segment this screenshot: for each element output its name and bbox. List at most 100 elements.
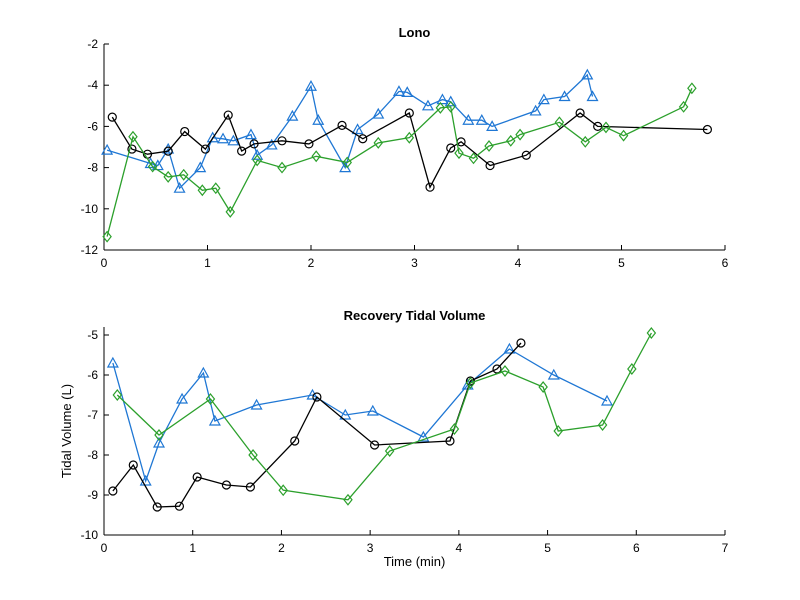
- series-0-point: [417, 430, 430, 442]
- series-2-point: [515, 128, 525, 141]
- series-1-point: [485, 160, 495, 171]
- series-1-point: [593, 121, 603, 132]
- series-0-point: [312, 113, 325, 125]
- series-2-point: [154, 429, 164, 441]
- series-0-point: [244, 128, 257, 140]
- y-tick-label: -6: [87, 368, 98, 382]
- series-0-point: [436, 93, 449, 105]
- series-0-point: [421, 99, 434, 111]
- series-0-point: [304, 79, 318, 91]
- series-2-point: [538, 381, 548, 393]
- series-1-point: [312, 392, 322, 402]
- y-tick-label: -12: [81, 243, 99, 257]
- x-tick-label: 1: [204, 256, 211, 270]
- series-2-point: [618, 129, 629, 142]
- series-2-point: [197, 184, 208, 197]
- x-tick-label: 6: [633, 541, 640, 555]
- series-0-point: [600, 394, 614, 406]
- x-tick-label: 5: [618, 256, 625, 270]
- series-0-point: [462, 113, 475, 125]
- series-2-point: [449, 423, 460, 435]
- series-2-line: [116, 332, 652, 501]
- x-tick-label: 2: [308, 256, 315, 270]
- series-2-point: [112, 389, 123, 401]
- series-1-point: [575, 108, 585, 118]
- x-tick-label: 7: [722, 541, 729, 555]
- series-0-point: [366, 404, 379, 416]
- series-1-point: [446, 143, 456, 153]
- series-1-point: [180, 126, 190, 137]
- series-1-point: [425, 182, 435, 192]
- x-tick-label: 0: [101, 256, 108, 270]
- series-0-point: [265, 138, 278, 150]
- series-0-point: [251, 149, 264, 160]
- series-1-point: [404, 108, 414, 118]
- x-tick-label: 2: [278, 541, 285, 555]
- series-2-point: [205, 393, 216, 405]
- series-0-line: [112, 348, 608, 484]
- series-2-point: [373, 136, 384, 149]
- series-1-point: [223, 110, 233, 120]
- series-0-point: [547, 368, 560, 380]
- series-1-point: [521, 150, 531, 160]
- series-2-point: [102, 230, 112, 243]
- series-1-point: [245, 482, 255, 492]
- y-tick-label: -8: [87, 161, 98, 175]
- series-0-point: [106, 356, 119, 368]
- x-tick-label: 0: [101, 541, 108, 555]
- series-2-point: [601, 121, 611, 134]
- y-tick-label: -6: [87, 119, 98, 133]
- series-1-point: [277, 136, 287, 146]
- chart-title: Lono: [399, 25, 431, 40]
- series-2-point: [465, 377, 476, 389]
- series-0-point: [250, 398, 263, 410]
- series-0-point: [558, 90, 571, 102]
- series-0-point: [306, 388, 319, 400]
- series-2-point: [211, 182, 221, 195]
- series-2-point: [627, 363, 637, 375]
- series-0-point: [286, 109, 299, 121]
- series-0-point: [227, 134, 240, 146]
- series-0-point: [208, 414, 221, 426]
- y-tick-label: -5: [87, 328, 98, 342]
- series-2-point: [163, 170, 173, 183]
- series-2-point: [468, 152, 479, 165]
- series-1-point: [492, 364, 502, 374]
- x-tick-label: 3: [367, 541, 374, 555]
- series-2-point: [178, 168, 189, 181]
- series-0-point: [475, 113, 488, 125]
- series-0-point: [581, 68, 594, 80]
- x-axis-label: Time (min): [384, 554, 446, 569]
- series-1-point: [304, 139, 314, 149]
- x-tick-label: 6: [722, 256, 729, 270]
- series-2-point: [454, 147, 464, 160]
- series-1-point: [108, 486, 118, 496]
- x-tick-label: 4: [456, 541, 463, 555]
- series-2-point: [278, 484, 288, 497]
- x-tick-label: 5: [544, 541, 551, 555]
- series-0-point: [392, 85, 405, 96]
- series-2-point: [500, 365, 510, 377]
- series-0-point: [372, 107, 385, 119]
- series-2-point: [225, 205, 236, 218]
- series-0-point: [503, 342, 516, 354]
- series-0-line: [106, 73, 594, 190]
- x-tick-label: 3: [411, 256, 418, 270]
- series-1-point: [249, 139, 259, 149]
- series-2-line: [106, 88, 693, 237]
- series-0-point: [586, 90, 599, 102]
- series-1-point: [337, 120, 347, 130]
- chart-lono: Lono 0 1 2 3 4 5 6 -12 -10 -8 -6 -4 -2: [81, 25, 729, 270]
- series-1-point: [128, 460, 138, 470]
- series-0-point: [401, 86, 414, 98]
- series-2-point: [678, 100, 689, 113]
- series-2-point: [252, 154, 262, 167]
- series-1-point: [237, 146, 247, 156]
- series-2-point: [484, 140, 494, 152]
- series-2-point: [553, 425, 563, 437]
- y-axis-label: Tidal Volume (L): [59, 384, 74, 478]
- series-2-point: [384, 445, 395, 457]
- series-1-point: [702, 124, 713, 135]
- series-1-point: [445, 436, 455, 446]
